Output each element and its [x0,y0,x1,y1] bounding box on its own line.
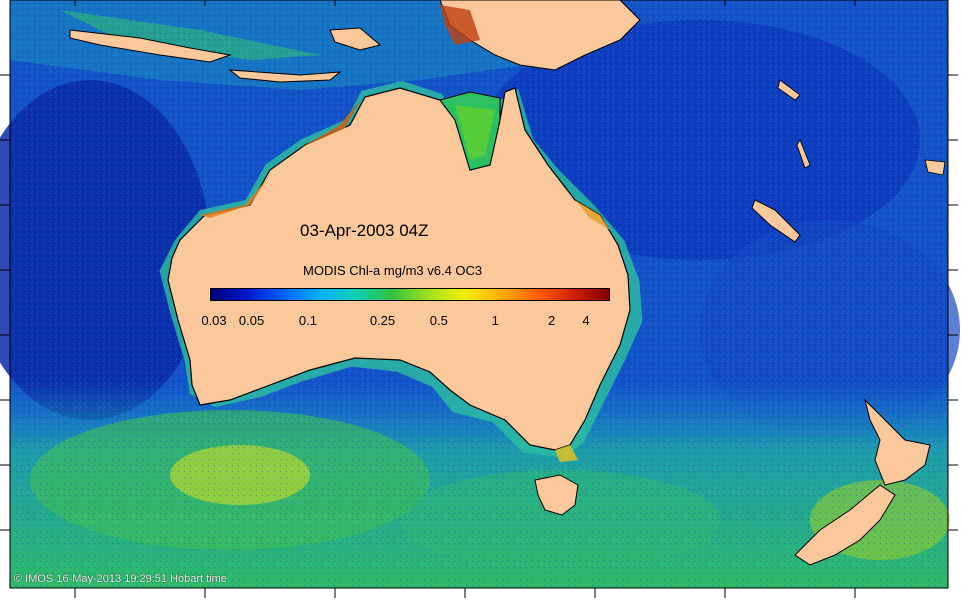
new-zealand-north-island [864,398,931,486]
credit-line: © IMOS 16-May-2013 19:29:51 Hobart time [14,573,227,585]
colorbar-tick-label: 0.1 [298,313,317,328]
tasmania-landmass [534,474,579,516]
colorbar-title: MODIS Chl-a mg/m3 v6.4 OC3 [303,263,483,278]
colorbar [210,288,610,301]
colorbar-tick-label: 0.03 [201,313,227,328]
map-date-title: 03-Apr-2003 04Z [300,221,429,240]
colorbar-tick-label: 0.25 [369,313,396,328]
australia-landmass [167,87,631,451]
colorbar-tick-label: 4 [582,313,590,328]
colorbar-tick-label: 2 [547,313,556,328]
new-zealand-south-island [794,484,896,566]
colorbar-tick-label: 0.5 [429,313,448,328]
colorbar-tick-label: 1 [491,313,499,328]
indonesia-islands [69,29,232,63]
colorbar-tick-label: 0.05 [238,313,265,328]
